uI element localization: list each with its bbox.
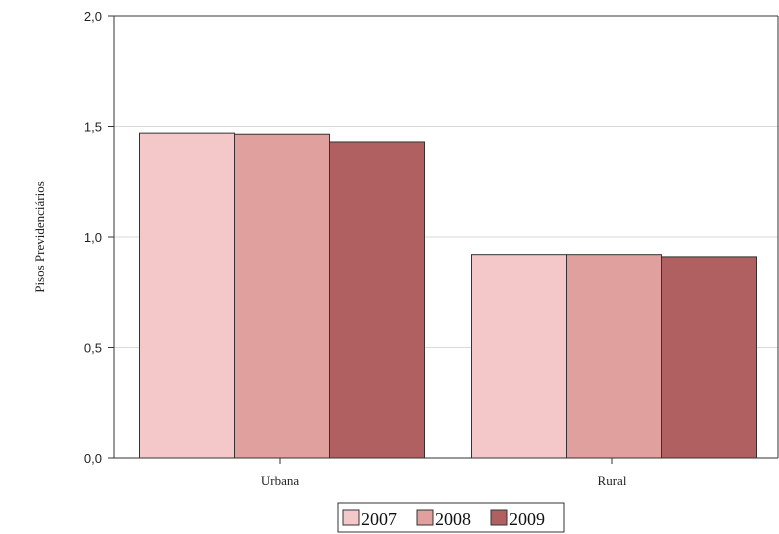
y-axis-title: Pisos Previdenciários (32, 181, 47, 293)
bar-urbana-2007 (139, 132, 235, 459)
bar-rural-2009 (661, 256, 757, 459)
bar-urbana-2009 (329, 141, 425, 459)
bar-rural-2007 (471, 254, 567, 459)
legend-box (337, 502, 565, 533)
x-tick-label: Urbana (261, 473, 299, 488)
y-tick-label: 2,0 (84, 9, 102, 24)
y-tick-label: 1,0 (84, 230, 102, 245)
y-tick-label: 0,5 (84, 341, 102, 356)
y-axis-ticks: 0,0 0,5 1,0 1,5 2,0 (84, 9, 114, 466)
y-tick-label: 0,0 (84, 451, 102, 466)
legend-label-2009: 2009 (509, 509, 545, 529)
legend: 2007 2008 2009 (337, 502, 565, 533)
legend-label-2007: 2007 (361, 509, 397, 529)
legend-swatch-2007 (342, 509, 360, 526)
bar-rural-2008 (566, 254, 662, 459)
legend-swatch-2009 (490, 509, 508, 526)
bars (139, 132, 757, 459)
y-tick-label: 1,5 (84, 120, 102, 135)
x-tick-label: Rural (598, 473, 627, 488)
x-axis-ticks: Urbana Rural (261, 458, 627, 488)
axes (113, 15, 779, 459)
legend-label-2008: 2008 (435, 509, 471, 529)
legend-swatch-2008 (416, 509, 434, 526)
bar-urbana-2008 (234, 133, 330, 459)
